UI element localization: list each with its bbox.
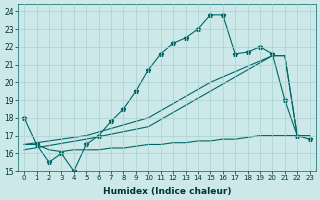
X-axis label: Humidex (Indice chaleur): Humidex (Indice chaleur) [103,187,231,196]
